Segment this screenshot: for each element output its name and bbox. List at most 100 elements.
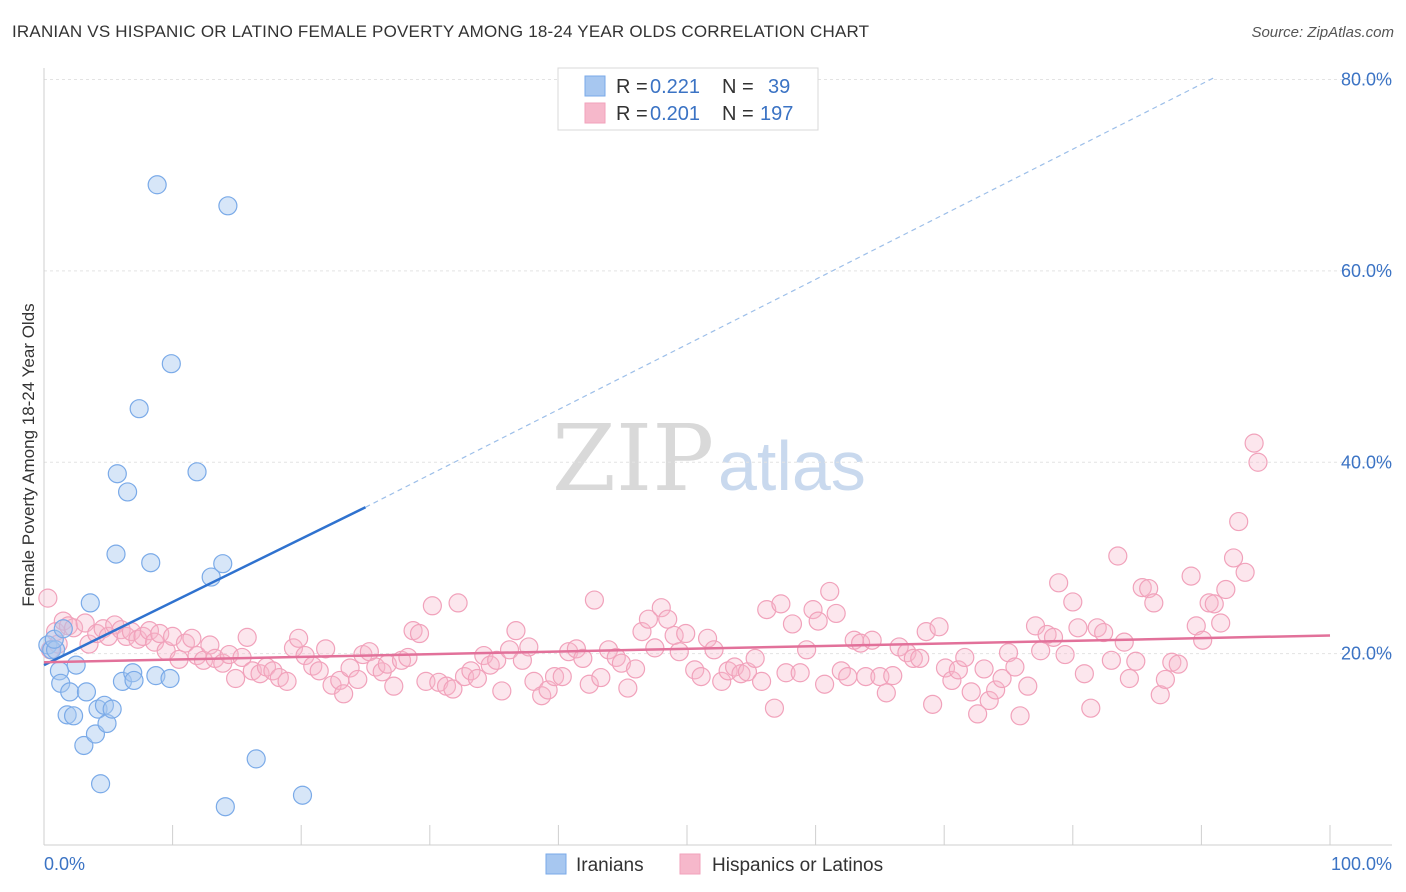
- hispanic-point-61: [409, 623, 430, 644]
- hispanic-point-106: [704, 640, 724, 660]
- hispanic-point-139: [916, 622, 936, 642]
- y-axis-title: Female Poverty Among 18-24 Year Olds: [19, 303, 38, 606]
- hispanic-point-85: [566, 639, 587, 659]
- iranian-point-25: [124, 670, 144, 691]
- hispanic-point-107: [712, 671, 732, 691]
- hispanic-point-66: [443, 679, 463, 699]
- hispanic-point-180: [1181, 566, 1201, 586]
- chart-title: IRANIAN VS HISPANIC OR LATINO FEMALE POV…: [12, 22, 870, 41]
- hispanic-point-129: [851, 633, 871, 653]
- hispanic-trend-line: [43, 634, 1331, 664]
- iranian-trend-extension: [365, 77, 1215, 508]
- hispanic-point-119: [790, 663, 810, 683]
- hispanic-point-184: [1204, 594, 1224, 614]
- hispanic-point-173: [1132, 578, 1152, 598]
- hispanic-point-63: [422, 596, 442, 616]
- hispanic-point-135: [889, 637, 909, 657]
- hispanic-point-87: [579, 674, 599, 694]
- hispanic-point-151: [992, 668, 1012, 689]
- hispanic-point-45: [309, 661, 329, 681]
- hispanic-point-35: [242, 661, 262, 681]
- hispanic-point-0: [38, 588, 58, 608]
- iranian-point-29: [147, 175, 167, 195]
- hispanic-point-116: [771, 594, 791, 614]
- hispanic-point-188: [1229, 511, 1249, 532]
- iranian-point-8: [60, 682, 80, 702]
- hispanic-point-92: [611, 653, 632, 673]
- hispanic-point-169: [1108, 546, 1128, 566]
- hispanic-point-150: [986, 680, 1006, 700]
- hispanic-point-138: [910, 648, 930, 669]
- hispanic-point-137: [903, 648, 923, 669]
- hispanic-point-147: [968, 704, 988, 724]
- hispanic-point-167: [1094, 622, 1114, 643]
- hispanic-point-94: [625, 659, 646, 679]
- iranian-point-6: [53, 619, 73, 639]
- hispanic-point-88: [584, 590, 605, 610]
- hispanic-point-148: [974, 659, 994, 679]
- hispanic-point-120: [796, 640, 817, 660]
- hispanic-point-140: [923, 694, 943, 714]
- hispanic-point-187: [1223, 548, 1244, 568]
- hispanic-point-117: [776, 663, 796, 683]
- iranian-point-18: [97, 713, 117, 734]
- iranian-point-31: [161, 354, 181, 374]
- y-tick-labels: 20.0% 40.0% 60.0% 80.0%: [1341, 70, 1392, 664]
- hispanic-point-34: [237, 627, 257, 647]
- hispanic-point-122: [808, 611, 828, 631]
- hispanic-point-134: [883, 666, 903, 686]
- hispanic-point-91: [606, 647, 626, 668]
- hispanic-point-113: [751, 671, 772, 691]
- hispanic-point-71: [474, 645, 494, 666]
- hispanic-point-168: [1101, 650, 1121, 670]
- hispanic-point-152: [998, 643, 1019, 663]
- hispanic-point-163: [1068, 618, 1088, 638]
- hispanic-point-112: [745, 648, 765, 669]
- hispanic-point-162: [1063, 592, 1083, 612]
- hispanic-point-70: [467, 668, 487, 689]
- iranian-point-21: [107, 464, 127, 484]
- hispanic-point-101: [669, 642, 689, 662]
- bottom-legend-label-iranians: Iranians: [576, 855, 644, 876]
- gridlines: [44, 79, 1392, 655]
- hispanic-point-40: [277, 671, 297, 691]
- bottom-legend-swatch-iranians: [545, 853, 567, 875]
- hispanic-point-165: [1081, 698, 1101, 718]
- bottom-legend-label-hispanics: Hispanics or Latinos: [712, 855, 883, 876]
- iranian-point-7: [57, 705, 77, 725]
- hispanic-point-25: [182, 628, 202, 648]
- hispanic-point-114: [757, 600, 777, 620]
- iranian-point-23: [117, 482, 138, 502]
- watermark-zip: ZIP: [552, 405, 714, 512]
- iranian-point-37: [246, 749, 266, 769]
- hispanic-point-99: [658, 609, 678, 629]
- iranian-point-10: [66, 655, 86, 675]
- hispanic-point-164: [1074, 664, 1094, 684]
- hispanic-point-161: [1055, 644, 1075, 665]
- legend-r-label-1: R =: [616, 76, 648, 98]
- hispanic-point-153: [1005, 657, 1025, 677]
- hispanic-point-118: [782, 614, 803, 634]
- hispanic-point-121: [803, 600, 823, 620]
- hispanic-point-115: [764, 698, 785, 718]
- hispanic-point-186: [1216, 579, 1236, 600]
- hispanic-point-127: [838, 666, 858, 687]
- hispanic-point-123: [815, 674, 835, 694]
- hispanic-point-89: [591, 667, 611, 688]
- hispanic-point-141: [929, 617, 949, 637]
- hispanic-point-75: [499, 640, 520, 660]
- hispanic-point-69: [461, 661, 481, 681]
- hispanic-point-174: [1139, 578, 1159, 599]
- hispanic-point-157: [1031, 641, 1051, 661]
- hispanic-point-189: [1235, 562, 1255, 582]
- hispanic-point-82: [544, 666, 565, 687]
- hispanic-point-159: [1043, 627, 1064, 647]
- watermark-atlas: atlas: [718, 427, 866, 505]
- legend-n-label-1: N =: [722, 76, 754, 98]
- hispanic-point-146: [961, 682, 981, 702]
- hispanic-point-96: [638, 609, 659, 629]
- hispanic-point-149: [979, 690, 999, 711]
- x-tick-labels: 0.0% 100.0%: [44, 854, 1392, 874]
- axes: [43, 68, 1392, 846]
